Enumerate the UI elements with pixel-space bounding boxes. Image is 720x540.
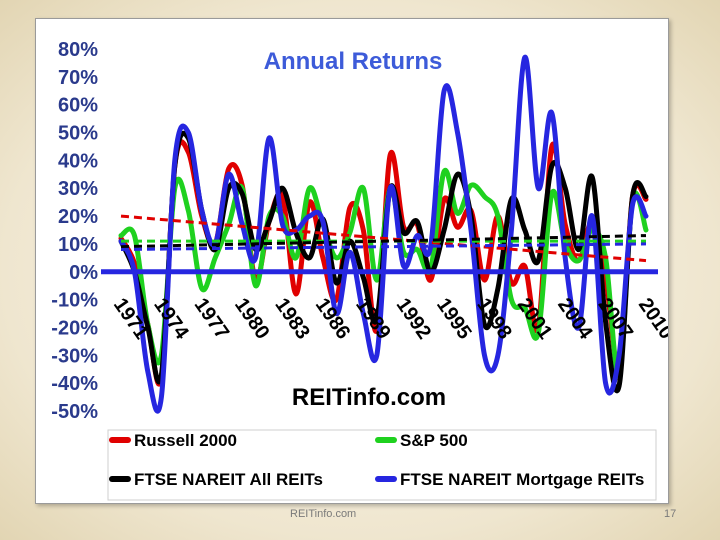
- x-axis: 1971197419771980198319861989199219951998…: [109, 294, 668, 344]
- y-tick-label: -50%: [51, 401, 98, 423]
- trend-line-russell-2000: [120, 214, 647, 263]
- y-tick-label: 40%: [58, 150, 98, 172]
- trend-lines: [120, 214, 647, 263]
- legend-label-ftse-nareit-all-reits: FTSE NAREIT All REITs: [134, 470, 323, 489]
- series-lines: [118, 54, 649, 414]
- chart-annotation: REITinfo.com: [292, 384, 446, 411]
- trend-line-ftse-nareit-all-reits: [120, 234, 647, 249]
- trend-line-ftse-nareit-mortgage-reits: [120, 242, 647, 251]
- y-tick-label: 60%: [58, 95, 98, 117]
- y-tick-label: 80%: [58, 39, 98, 61]
- legend-label-russell-2000: Russell 2000: [134, 431, 237, 450]
- y-tick-label: 10%: [58, 234, 98, 256]
- y-tick-label: -40%: [51, 373, 98, 395]
- y-tick-label: -10%: [51, 290, 98, 312]
- y-tick-label: 50%: [58, 123, 98, 145]
- y-axis: 80% 70% 60% 50% 40% 30% 20% 10% 0% -10% -20% -30% -4…: [51, 39, 98, 423]
- legend-label-sp-500: S&P 500: [400, 431, 468, 450]
- chart-title: Annual Returns: [264, 48, 443, 75]
- y-tick-label: 30%: [58, 178, 98, 200]
- chart: 80% 70% 60% 50% 40% 30% 20% 10% 0% -10% -20% -30% -4…: [51, 31, 668, 501]
- y-tick-label: 70%: [58, 67, 98, 89]
- series-line-ftse-nareit-mortgage-reits: [118, 54, 649, 414]
- footer-source: REITinfo.com: [290, 508, 357, 520]
- y-tick-label: 0%: [69, 262, 98, 284]
- slide-number: 17: [664, 508, 677, 520]
- legend-label-ftse-nareit-mortgage-reits: FTSE NAREIT Mortgage REITs: [400, 470, 644, 489]
- legend: Russell 2000 S&P 500 FTSE NAREIT All REITs…: [109, 431, 644, 489]
- y-tick-label: -20%: [51, 317, 98, 339]
- y-tick-label: -30%: [51, 345, 98, 367]
- slide-frame: 80% 70% 60% 50% 40% 30% 20% 10% 0% -10% -20% -30% -4…: [35, 18, 669, 504]
- y-tick-label: 20%: [58, 206, 98, 228]
